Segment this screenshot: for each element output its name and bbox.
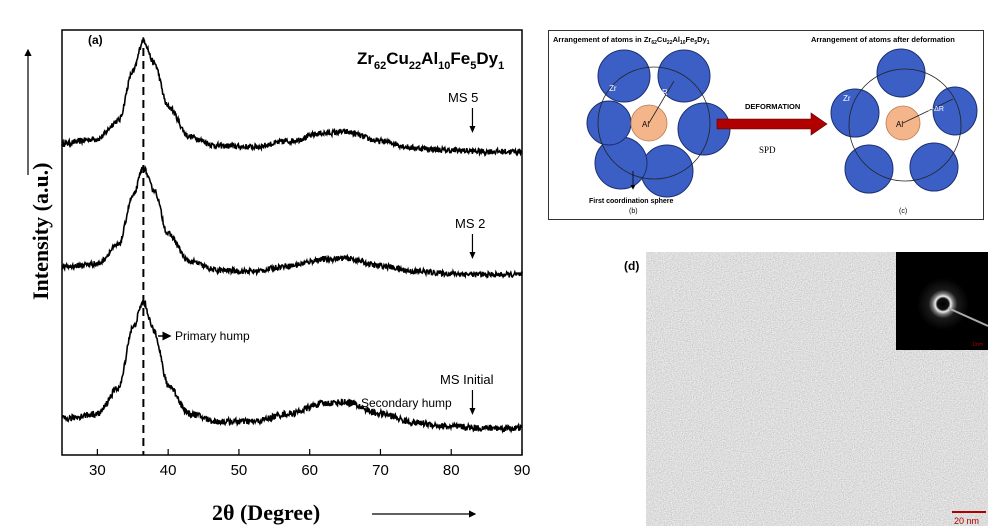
series-line-1 — [61, 165, 523, 280]
zr-atom — [830, 88, 880, 138]
series-line-0 — [61, 37, 523, 158]
deformation-arrow — [716, 112, 828, 136]
xrd-chart: 30 40 50 60 70 80 90 (a) Zr62Cu22Al10Fe5Dy1 MS… — [24, 29, 530, 525]
panel-d-label: (d) — [624, 259, 639, 273]
right-title: Arrangement of atoms after deformation — [811, 35, 955, 44]
x-tick-label: 90 — [514, 462, 531, 479]
zr-atom — [844, 144, 894, 194]
series-label-ms-initial: MS Initial — [440, 372, 494, 387]
al-label: Al — [896, 120, 903, 129]
zr-label: Zr — [609, 84, 617, 93]
left-title: Arrangement of atoms in Zr62Cu22Al10Fe5D… — [553, 35, 710, 46]
tem-svg: (d) 1/nm 20 nm — [624, 252, 988, 526]
zr-atom — [586, 100, 632, 146]
primary-hump-label: Primary hump — [175, 329, 250, 343]
x-tick-label: 80 — [443, 462, 460, 479]
first-sphere-label: First coordination sphere — [589, 198, 674, 205]
diffraction-ring — [917, 278, 969, 330]
zr-label: Zr — [843, 94, 851, 103]
series-marker-head-1 — [469, 252, 476, 259]
al-label: Al — [642, 120, 649, 129]
series-label-ms2: MS 2 — [455, 216, 485, 231]
y-axis-label: Intensity (a.u.) — [28, 162, 53, 300]
radius-line — [902, 98, 954, 124]
scale-bar-label: 20 nm — [954, 516, 979, 526]
x-tick-label: 70 — [372, 462, 389, 479]
right-atom-cluster: Zr Al R+ΔR (c) — [830, 48, 978, 215]
zr-atom — [640, 144, 694, 198]
x-tick-label: 50 — [231, 462, 248, 479]
xrd-curves — [61, 37, 523, 434]
series-line-2 — [61, 299, 523, 434]
x-ticks: 30 40 50 60 70 80 90 — [89, 449, 530, 479]
inset-scale-label: 1/nm — [972, 342, 983, 348]
beam-stop — [947, 307, 988, 327]
zr-atom — [932, 86, 978, 136]
diagram-svg: Arrangement of atoms in Zr62Cu22Al10Fe5D… — [553, 35, 978, 215]
plot-frame — [61, 29, 523, 456]
x-tick-label: 30 — [89, 462, 106, 479]
x-tick-label: 60 — [301, 462, 318, 479]
x-axis-label: 2θ (Degree) — [212, 500, 320, 525]
sub-label-c: (c) — [899, 208, 907, 215]
series-marker-head-0 — [469, 126, 476, 133]
tem-micrograph-panel: (d) 1/nm 20 nm — [548, 246, 988, 526]
r-label: R — [662, 88, 668, 97]
series-label-ms5: MS 5 — [448, 90, 478, 105]
x-tick-label: 40 — [160, 462, 177, 479]
first-coordination-sphere — [597, 66, 711, 180]
left-atom-cluster: Zr Al R First coordination sphere (b) — [586, 49, 731, 215]
series-markers — [469, 108, 476, 415]
first-coordination-sphere — [848, 68, 962, 182]
panel-a-label: (a) — [88, 33, 103, 47]
composition-formula: Zr62Cu22Al10Fe5Dy1 — [357, 49, 504, 72]
r-delta-label: R+ΔR — [925, 106, 944, 113]
zr-atom — [876, 48, 926, 98]
spd-label: SPD — [759, 145, 776, 155]
series-marker-head-2 — [469, 408, 476, 415]
zr-atom — [909, 142, 959, 192]
radius-line — [648, 80, 675, 124]
sub-label-b: (b) — [629, 208, 638, 215]
deformation-label: DEFORMATION — [745, 102, 800, 111]
atom-arrangement-diagram: Arrangement of atoms in Zr62Cu22Al10Fe5D… — [548, 30, 984, 220]
secondary-hump-label: Secondary hump — [361, 396, 452, 410]
